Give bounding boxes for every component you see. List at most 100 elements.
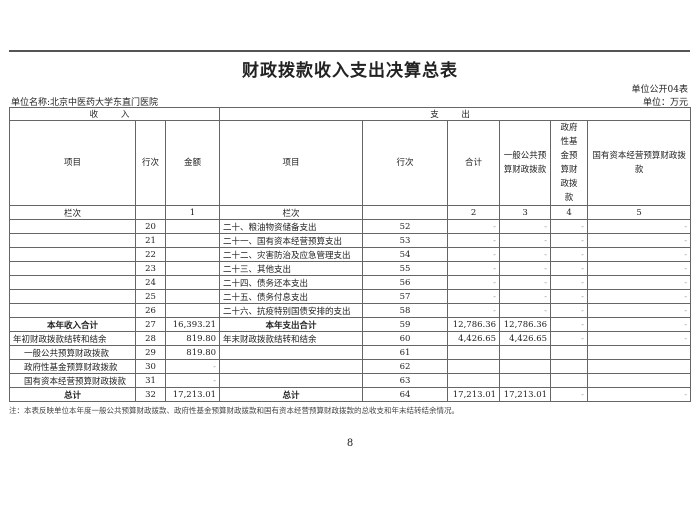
table-cell: - — [587, 247, 692, 262]
table-cell: 52 — [362, 219, 449, 234]
table-cell: - — [447, 303, 501, 318]
table-cell: - — [587, 289, 692, 304]
table-cell — [587, 359, 692, 374]
table-cell: 54 — [362, 247, 449, 262]
unit-name: 单位名称:北京中医药大学东直门医院 — [11, 98, 159, 108]
currency-unit: 单位：万元 — [642, 98, 688, 108]
table-cell: 26 — [135, 303, 166, 318]
table-cell — [164, 275, 221, 290]
table-cell: - — [499, 261, 552, 276]
table-cell: - — [587, 233, 692, 248]
table-cell: 28 — [135, 331, 166, 346]
section-header-row: 收 入 支 出 — [8, 107, 692, 121]
table-cell: - — [499, 219, 552, 234]
table-cell: 政府性基金预算财政拨款 — [9, 359, 136, 374]
table-cell: 58 — [362, 303, 449, 318]
table-cell: - — [499, 275, 552, 290]
column-header: 金额 — [164, 120, 221, 206]
table-cell — [587, 345, 692, 360]
table-cell: - — [164, 373, 221, 388]
column-header: 一般公共预算财政拨款 — [499, 120, 552, 206]
table-cell: 55 — [362, 261, 449, 276]
table-cell — [499, 345, 552, 360]
table-cell — [499, 359, 552, 374]
table-row: 24 二十四、债务还本支出 56- - - - — [9, 275, 692, 290]
table-cell — [499, 373, 552, 388]
table-cell: 一般公共预算财政拨款 — [9, 345, 136, 360]
table-cell: 62 — [362, 359, 449, 374]
table-cell: - — [587, 275, 692, 290]
table-cell: 23 — [135, 261, 166, 276]
column-header: 政府性基金预算财政拨款 — [550, 120, 589, 206]
table-cell: 年末财政拨款结转和结余 — [219, 331, 364, 346]
table-cell: 53 — [362, 233, 449, 248]
index-cell: 栏次 — [219, 205, 364, 220]
column-header: 项目 — [9, 120, 136, 206]
table-cell: 30 — [135, 359, 166, 374]
table-row: 年初财政拨款结转和结余 28 819.80 年末财政拨款结转和结余 60 4,426.65… — [9, 331, 692, 346]
table-cell — [219, 345, 364, 360]
expense-section-header: 支 出 — [219, 107, 692, 121]
table-cell — [219, 359, 364, 374]
column-header: 行次 — [135, 120, 166, 206]
column-header-row: 项目 行次 金额 项目 行次 合计 一般公共预算财政拨款 政府性基金预算财政拨款 国有资本经营预… — [9, 120, 692, 206]
table-cell: - — [499, 289, 552, 304]
table-cell — [9, 275, 136, 290]
column-header: 国有资本经营预算财政拨款 — [587, 120, 692, 206]
table-cell — [164, 261, 221, 276]
table-cell: 本年收入合计 — [9, 317, 136, 332]
table-cell: 4,426.65 — [447, 331, 501, 346]
table-cell: 总计 — [219, 387, 364, 402]
table-cell: - — [550, 219, 589, 234]
table-cell: - — [499, 247, 552, 262]
table-cell — [219, 373, 364, 388]
table-cell — [164, 303, 221, 318]
table-cell: - — [587, 387, 692, 402]
table-cell: - — [499, 233, 552, 248]
table-cell: 60 — [362, 331, 449, 346]
table-cell — [9, 233, 136, 248]
table-cell: 57 — [362, 289, 449, 304]
table-cell: - — [164, 359, 221, 374]
table-cell: - — [550, 275, 589, 290]
table-cell — [9, 219, 136, 234]
table-cell: - — [550, 331, 589, 346]
table-row: 国有资本经营预算财政拨款 31- 63 — [9, 373, 692, 388]
table-cell: 17,213.01 — [499, 387, 552, 402]
table-cell: 59 — [362, 317, 449, 332]
table-cell: 61 — [362, 345, 449, 360]
table-cell — [550, 373, 589, 388]
table-cell: 20 — [135, 219, 166, 234]
table-row: 26 二十六、抗疫特别国债安排的支出 58- - - - — [9, 303, 692, 318]
index-cell: 1 — [164, 205, 221, 220]
table-cell — [164, 233, 221, 248]
table-cell: 63 — [362, 373, 449, 388]
table-cell: 4,426.65 — [499, 331, 552, 346]
table-cell: 12,786.36 — [499, 317, 552, 332]
table-cell — [164, 219, 221, 234]
page-number: 8 — [346, 438, 354, 449]
table-row: 25 二十五、债务付息支出 57- - - - — [9, 289, 692, 304]
index-cell: 2 — [447, 205, 501, 220]
table-cell: 17,213.01 — [447, 387, 501, 402]
table-cell: - — [550, 289, 589, 304]
table-cell — [447, 373, 501, 388]
table-cell: 17,213.01 — [164, 387, 221, 402]
table-cell — [164, 247, 221, 262]
table-cell — [550, 359, 589, 374]
table-cell: 24 — [135, 275, 166, 290]
table-cell: - — [587, 303, 692, 318]
column-header: 项目 — [219, 120, 364, 206]
table-cell: - — [587, 261, 692, 276]
table-row: 政府性基金预算财政拨款 30- 62 — [9, 359, 692, 374]
income-section-header: 收 入 — [8, 107, 221, 121]
table-cell — [9, 247, 136, 262]
index-row: 栏次 1 栏次 2 3 4 5 — [9, 205, 692, 220]
table-row: 23 二十三、其他支出 55- - - - — [9, 261, 692, 276]
table-cell: - — [550, 247, 589, 262]
table-cell: - — [587, 219, 692, 234]
footnote: 注：本表反映单位本年度一般公共预算财政拨款、政府性基金预算财政拨款和国有资本经营… — [9, 406, 459, 415]
table-cell: 总计 — [9, 387, 136, 402]
table-cell: - — [447, 233, 501, 248]
table-row: 一般公共预算财政拨款 29 819.80 61 — [9, 345, 692, 360]
